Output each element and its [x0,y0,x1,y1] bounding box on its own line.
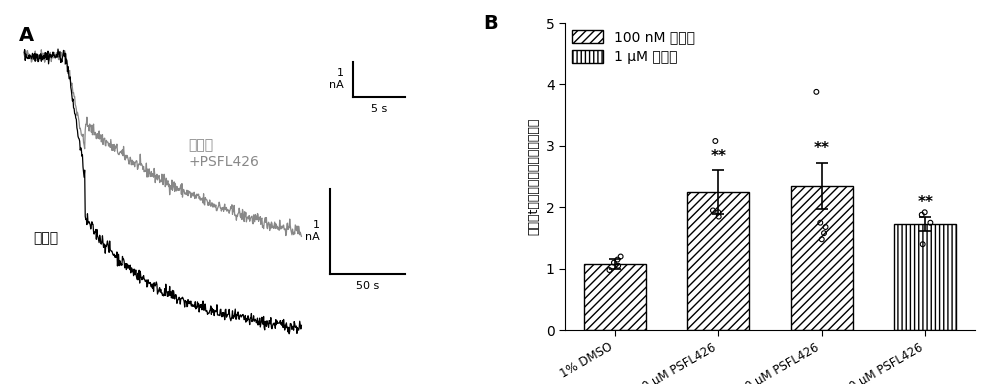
Point [609,257,625,263]
Y-axis label: 比值（t开放时间给药后／给药前）: 比值（t开放时间给药后／给药前） [527,118,540,235]
Text: **: ** [917,195,933,210]
Text: 辣椒素: 辣椒素 [34,231,59,245]
Bar [791,186,853,330]
Text: **: ** [710,149,726,164]
Point [710,209,726,215]
Point [711,214,727,220]
Point [610,263,626,269]
Point [915,241,931,247]
Text: 5 s: 5 s [371,104,387,114]
Point [613,253,629,260]
Bar [687,192,749,330]
Text: 1
nA: 1 nA [305,220,320,242]
Legend: 100 nM 辣椒素, 1 μM 辣椒素: 100 nM 辣椒素, 1 μM 辣椒素 [572,30,695,64]
Text: 辣椒素
+PSFL426: 辣椒素 +PSFL426 [189,138,259,169]
Text: B: B [483,14,498,33]
Point [814,236,830,242]
Text: 1
nA: 1 nA [329,68,344,90]
Point [707,138,723,144]
Point [922,220,938,226]
Point [818,224,834,230]
Text: A: A [19,26,35,45]
Point [808,89,824,95]
Point [601,267,617,273]
Point [816,230,832,236]
Point [812,220,828,226]
Text: **: ** [814,141,830,156]
Point [917,209,933,215]
Point [705,207,721,214]
Bar [894,224,956,330]
Point [606,260,622,266]
Text: 50 s: 50 s [356,281,379,291]
Point [914,212,930,218]
Bar [584,264,646,330]
